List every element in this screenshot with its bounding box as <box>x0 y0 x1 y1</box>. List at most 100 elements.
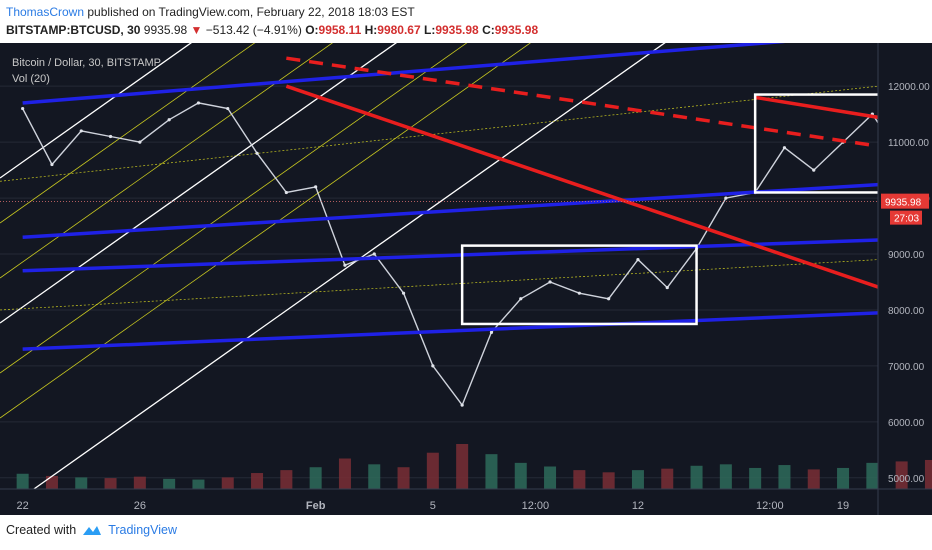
price-point <box>343 263 347 267</box>
volume-bar <box>133 476 146 489</box>
price-point <box>431 364 435 368</box>
low-value: 9935.98 <box>435 23 479 37</box>
x-tick-label: Feb <box>306 500 326 512</box>
volume-bar <box>251 473 264 489</box>
support-trendline <box>22 182 878 239</box>
price-point <box>460 403 464 407</box>
x-tick-label: 22 <box>17 500 29 512</box>
price-point <box>489 330 494 334</box>
price-chart-svg[interactable]: 5000.006000.007000.008000.009000.0010000… <box>0 43 932 515</box>
fib-line <box>0 43 468 374</box>
price-point <box>548 280 552 284</box>
support-trendline <box>22 43 785 105</box>
volume-bar <box>807 469 820 489</box>
y-tick-label: 7000.00 <box>888 362 925 373</box>
volume-bar <box>544 466 557 489</box>
consolidation-box <box>753 93 878 194</box>
price-line <box>21 102 878 407</box>
fib-line <box>0 43 333 279</box>
high-value: 9980.67 <box>377 23 421 37</box>
price-point <box>196 101 201 105</box>
price-point <box>255 151 259 155</box>
down-arrow-icon: ▼ <box>190 23 203 37</box>
x-tick-label: 5 <box>430 500 436 512</box>
resistance-trendline <box>286 56 878 148</box>
price-point <box>636 258 640 262</box>
countdown-text: 27:03 <box>894 214 919 225</box>
price-point <box>314 185 318 189</box>
x-tick-label: 26 <box>134 500 146 512</box>
volume-bar <box>75 477 88 489</box>
channel-line-lower <box>32 43 666 489</box>
volume-bar <box>866 462 879 489</box>
high-label: H: <box>364 23 378 37</box>
resistance-trendline <box>754 95 878 120</box>
price-point <box>138 140 142 144</box>
volume-bar <box>192 479 205 489</box>
volume-bar <box>368 464 381 489</box>
volume-bar <box>163 478 176 489</box>
price-point <box>812 168 816 172</box>
channel-line-upper <box>0 43 193 179</box>
fib-line <box>0 43 256 224</box>
price-point <box>284 190 288 195</box>
consolidation-box <box>460 244 698 326</box>
volume-bar <box>895 461 908 489</box>
price-point <box>577 291 581 295</box>
tradingview-link[interactable]: TradingView <box>108 523 177 537</box>
tradingview-logo-icon <box>83 526 102 535</box>
volume-bar <box>514 462 527 489</box>
low-label: L: <box>424 23 436 37</box>
price-point <box>401 291 406 295</box>
price-point <box>724 196 728 200</box>
volume-legend: Vol (20) <box>12 73 50 85</box>
fib-line-dotted <box>0 85 878 182</box>
volume-bar <box>661 468 674 489</box>
symbol-line: BITSTAMP:BTCUSD, 30 9935.98 ▼ −513.42 (−… <box>6 23 538 37</box>
volume-bar <box>45 475 58 489</box>
open-value: 9958.11 <box>318 23 362 37</box>
y-tick-label: 12000.00 <box>888 82 930 93</box>
chart-title: Bitcoin / Dollar, 30, BITSTAMP <box>12 57 161 69</box>
volume-bar <box>16 473 29 489</box>
last-price: 9935.98 <box>143 23 188 37</box>
price-point <box>607 297 611 301</box>
channel-line-middle <box>0 43 398 324</box>
price-point <box>900 157 903 160</box>
author-link[interactable]: ThomasCrown <box>6 5 85 19</box>
price-point <box>108 134 113 139</box>
volume-bar <box>602 472 615 489</box>
last-price-badge-text: 9935.98 <box>885 198 922 209</box>
plot-overlays <box>0 43 903 489</box>
volume-bar <box>485 454 498 489</box>
price-point <box>665 285 669 290</box>
volume-bar <box>426 452 439 489</box>
x-tick-label: 12 <box>632 500 644 512</box>
volume-bar <box>456 444 469 489</box>
price-point <box>519 297 523 301</box>
volume-bar <box>397 467 410 489</box>
price-point <box>167 118 171 122</box>
x-tick-label: 12:00 <box>756 500 784 512</box>
y-tick-label: 11000.00 <box>888 138 929 149</box>
footer: Created with TradingView <box>6 523 177 537</box>
symbol: BITSTAMP:BTCUSD, 30 <box>6 23 141 37</box>
publish-line: ThomasCrown published on TradingView.com… <box>6 5 415 19</box>
volume-bar <box>719 464 732 489</box>
volume-bar <box>309 467 322 489</box>
volume-bar <box>690 465 703 489</box>
y-tick-label: 6000.00 <box>888 418 925 429</box>
last-price-badge <box>881 193 929 209</box>
x-tick-label: 12:00 <box>522 500 550 512</box>
publish-info: published on TradingView.com, February 2… <box>87 5 415 19</box>
volume-bar <box>280 470 293 489</box>
support-trendline <box>22 311 878 351</box>
close-value: 9935.98 <box>494 23 539 37</box>
resistance-trendline <box>285 84 878 289</box>
chart-area[interactable]: 5000.006000.007000.008000.009000.0010000… <box>0 43 932 515</box>
created-with-label: Created with <box>6 523 77 537</box>
support-trendline <box>22 238 878 273</box>
y-tick-label: 5000.00 <box>888 474 925 485</box>
price-point <box>21 106 25 111</box>
countdown-badge <box>890 210 922 225</box>
